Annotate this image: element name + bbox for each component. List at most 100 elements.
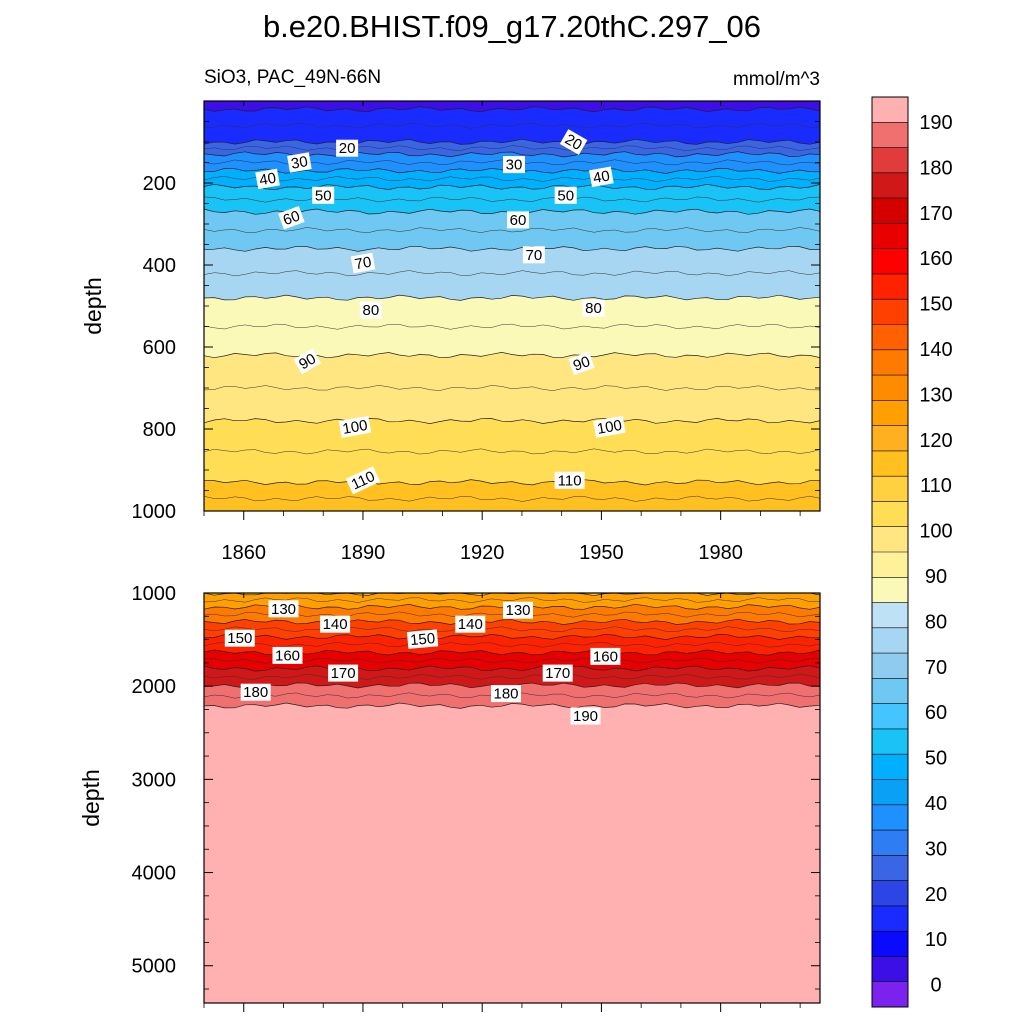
colorbar-box: [872, 779, 908, 806]
x-tick-label: 1980: [698, 542, 743, 564]
svg-text:180: 180: [493, 686, 518, 703]
colorbar-label: 130: [919, 384, 952, 406]
contour-line: [203, 385, 821, 391]
colorbar-box: [872, 172, 908, 199]
colorbar-label: 160: [919, 248, 952, 270]
colorbar-box: [872, 653, 908, 679]
colorbar-label: 190: [919, 112, 952, 134]
colorbar-box: [872, 425, 908, 452]
contour-line: [203, 702, 821, 709]
colorbar-box: [872, 248, 908, 275]
colorbar-box: [872, 122, 908, 148]
colorbar-label: 110: [920, 475, 952, 497]
colorbar-label: 140: [919, 339, 952, 361]
colorbar-box: [872, 526, 908, 553]
colorbar-box: [872, 501, 908, 528]
colorbar-box: [872, 375, 908, 401]
contour-label: 170: [542, 664, 573, 682]
contour-band: [204, 246, 820, 301]
colorbar-label: 170: [919, 203, 952, 225]
svg-text:50: 50: [557, 187, 574, 204]
colorbar-box: [872, 349, 908, 376]
svg-text:150: 150: [227, 630, 252, 647]
svg-text:190: 190: [573, 708, 598, 725]
y-tick-label: 4000: [132, 863, 177, 885]
svg-text:80: 80: [363, 302, 380, 319]
svg-text:20: 20: [562, 131, 585, 154]
contour-line: [203, 323, 821, 330]
x-tick-label: 1920: [460, 542, 505, 564]
contour-line: [203, 183, 821, 190]
svg-text:40: 40: [258, 170, 277, 190]
colorbar-label: 80: [925, 611, 947, 633]
contour-label: 30: [503, 156, 525, 174]
contour-label: 150: [406, 629, 439, 649]
contour-line: [203, 618, 821, 625]
contour-label: 100: [338, 415, 372, 438]
colorbar-box: [872, 905, 908, 932]
contour-label: 130: [503, 601, 533, 619]
x-tick-label: 1950: [579, 542, 624, 564]
contour-band: [204, 184, 820, 215]
svg-text:30: 30: [506, 157, 523, 174]
svg-text:70: 70: [353, 254, 372, 274]
colorbar-box: [872, 830, 908, 856]
y-tick-label: 200: [143, 173, 176, 195]
colorbar-box: [872, 956, 908, 983]
contour-label: 180: [240, 683, 271, 701]
colorbar-box: [872, 476, 908, 502]
colorbar-label: 150: [919, 294, 952, 316]
colorbar-box: [872, 577, 908, 603]
svg-text:110: 110: [558, 472, 582, 489]
svg-text:20: 20: [339, 140, 356, 157]
contour-line: [203, 673, 821, 680]
contour-band: [204, 619, 820, 640]
contour-line: [203, 479, 821, 486]
contour-line: [203, 106, 821, 113]
colorbar-label: 50: [925, 748, 947, 770]
colorbar-label: 100: [919, 521, 952, 543]
y-tick-label: 1000: [132, 583, 177, 605]
svg-text:160: 160: [275, 647, 300, 664]
x-tick-label: 1860: [221, 542, 266, 564]
contour-line: [203, 270, 821, 277]
svg-text:100: 100: [341, 417, 369, 438]
lower-contour-labels: 130 130 140 140 150 150 160 160 170 170 180 180 190: [224, 600, 621, 725]
colorbar-box: [872, 147, 908, 174]
svg-text:130: 130: [271, 601, 296, 618]
colorbar-box: [872, 728, 908, 755]
svg-text:40: 40: [592, 167, 611, 187]
contour-label: 40: [255, 168, 280, 190]
colorbar-label: 70: [925, 657, 947, 679]
contour-label: 60: [278, 206, 305, 230]
contour-band: [204, 703, 820, 1003]
contour-label: 80: [582, 299, 605, 317]
colorbar-label: 30: [925, 838, 947, 860]
lower-axis-ticks: 1000 2000 3000 4000 5000: [132, 583, 820, 1012]
contour-line: [203, 138, 821, 145]
colorbar-box: [872, 703, 908, 730]
colorbar-box: [872, 804, 908, 831]
svg-text:50: 50: [315, 187, 332, 204]
contour-label: 40: [589, 166, 614, 187]
contour-line: [203, 597, 820, 603]
colorbar-box: [872, 450, 908, 477]
contour-label: 60: [507, 211, 529, 229]
svg-text:70: 70: [526, 247, 543, 264]
contour-line: [203, 657, 821, 664]
contour-line: [203, 665, 821, 672]
colorbar-box: [872, 855, 908, 882]
colorbar-label: 180: [919, 157, 952, 179]
contour-label: 150: [224, 629, 255, 647]
colorbar-box: [872, 97, 908, 123]
colorbar-box: [872, 400, 908, 427]
contour-line: [203, 417, 821, 424]
contour-line: [203, 626, 821, 633]
contour-label: 70: [350, 252, 376, 274]
contour-line: [203, 649, 821, 656]
contour-label: 160: [590, 647, 621, 665]
contour-label: 20: [336, 139, 359, 157]
contour-band: [204, 209, 820, 252]
upper-axis-ticks: 200 400 600 800 1000 1860 1890 1920 1950 1980: [132, 100, 820, 564]
colorbar-box: [872, 981, 908, 1008]
